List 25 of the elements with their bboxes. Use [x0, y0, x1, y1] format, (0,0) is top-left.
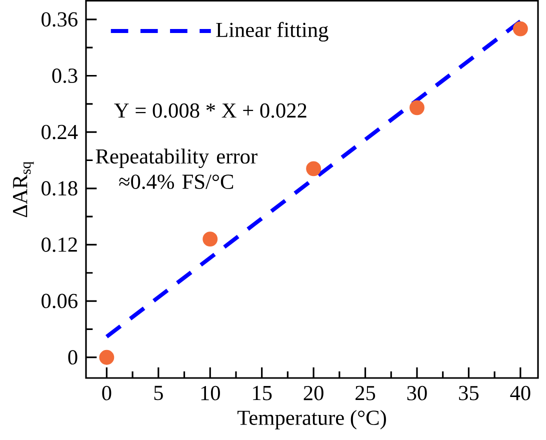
y-tick-label: 0.06 — [42, 294, 78, 308]
y-tick-label: 0.36 — [42, 12, 78, 27]
y-tick-label: 0.12 — [42, 237, 77, 252]
x-axis-title: Temperature (°C) — [237, 410, 386, 430]
y-tick-label: 0.18 — [42, 181, 78, 196]
x-tick-label: 25 — [356, 386, 376, 400]
point — [202, 232, 218, 247]
x-tick-label: 10 — [201, 386, 220, 400]
x-tick-label: 5 — [154, 386, 163, 400]
x-tick-label: 20 — [304, 386, 324, 400]
y-tick-label: 0.24 — [42, 124, 78, 140]
legend-label: Linear fitting — [216, 22, 328, 42]
y-axis-title: ΔAR$_{sq}$ — [13, 162, 34, 218]
x-tick-label: 35 — [459, 386, 479, 400]
point — [306, 161, 322, 176]
annotation: Repeatability error ≈0.4% FS/°C — [96, 148, 258, 190]
point — [99, 350, 114, 365]
y-tick-label: 0 — [68, 350, 78, 365]
annotation: Y = 0.008 * X + 0.022 — [114, 103, 306, 118]
point — [410, 100, 424, 116]
x-tick-label: 30 — [407, 386, 427, 400]
x-tick-label: 15 — [253, 386, 272, 400]
x-tick-label: 0 — [102, 386, 112, 400]
x-tick-label: 40 — [510, 386, 530, 400]
y-tick-label: 0.3 — [52, 68, 78, 83]
